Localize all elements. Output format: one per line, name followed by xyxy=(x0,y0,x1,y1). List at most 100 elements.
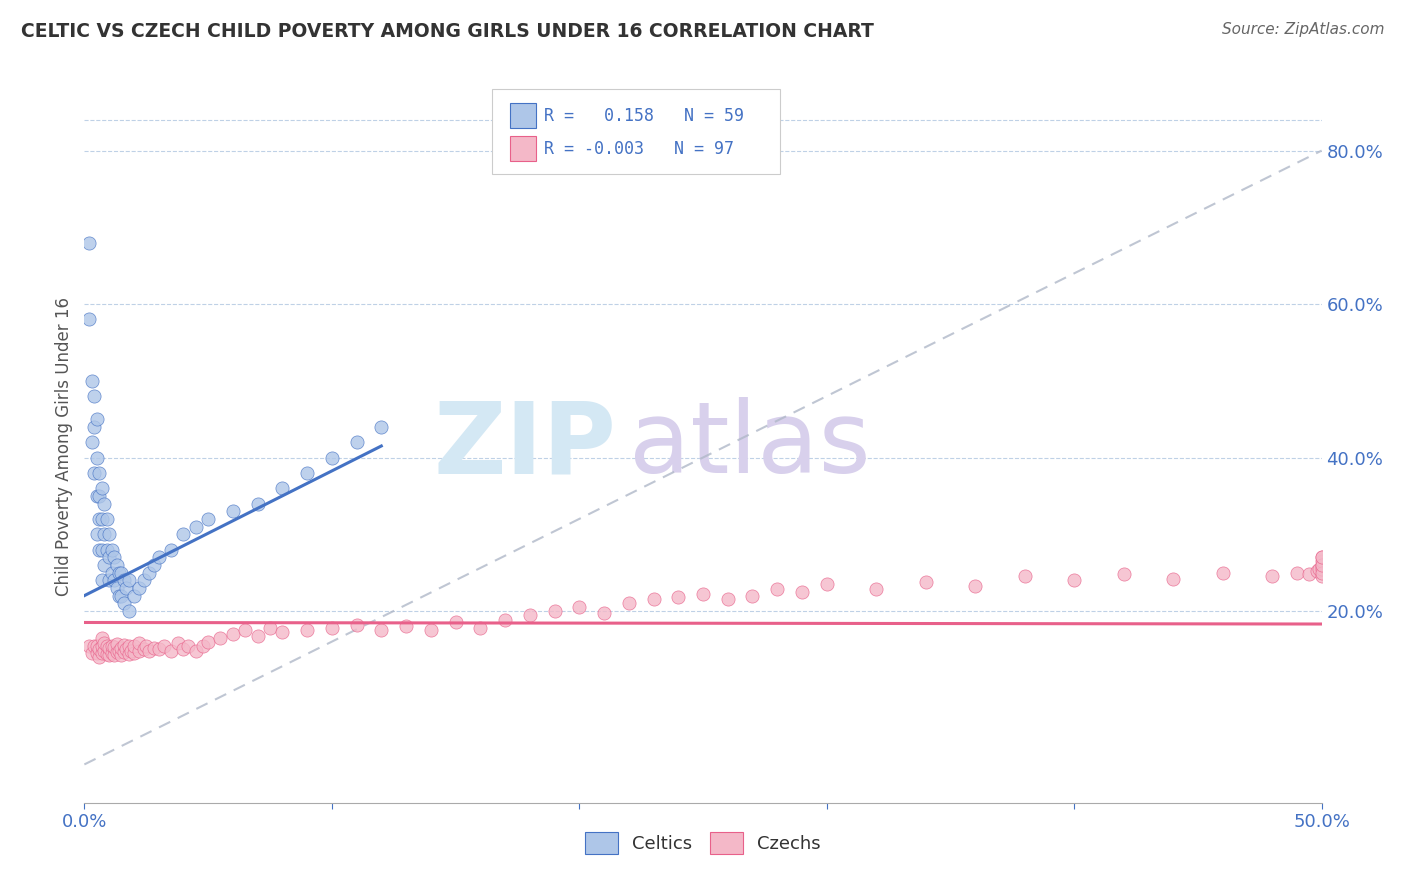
Point xyxy=(128,644,150,658)
Point xyxy=(112,574,135,588)
Point xyxy=(741,589,763,603)
Point xyxy=(100,566,122,580)
Point xyxy=(100,646,122,660)
Point xyxy=(98,640,121,655)
Point xyxy=(89,512,111,526)
Point xyxy=(494,613,516,627)
Point xyxy=(90,481,112,495)
Point xyxy=(692,587,714,601)
Point xyxy=(93,636,115,650)
Text: Source: ZipAtlas.com: Source: ZipAtlas.com xyxy=(1222,22,1385,37)
Point xyxy=(1310,550,1333,565)
Point xyxy=(93,644,115,658)
Point xyxy=(1310,569,1333,583)
Point xyxy=(98,527,121,541)
Point xyxy=(1305,564,1327,578)
Point xyxy=(112,596,135,610)
Point xyxy=(370,419,392,434)
Point xyxy=(1308,562,1330,576)
Point xyxy=(83,389,105,403)
Point xyxy=(1310,559,1333,574)
Point xyxy=(1310,554,1333,568)
Point xyxy=(86,639,108,653)
Point xyxy=(766,582,789,597)
Point xyxy=(519,607,541,622)
Point xyxy=(80,646,103,660)
Point xyxy=(167,636,190,650)
Point xyxy=(118,574,141,588)
Point xyxy=(142,640,165,655)
Point xyxy=(128,636,150,650)
Point xyxy=(1310,562,1333,576)
Point xyxy=(110,640,132,655)
Point xyxy=(717,592,740,607)
Point xyxy=(112,638,135,652)
Point xyxy=(138,566,160,580)
Point xyxy=(1112,567,1135,582)
Point xyxy=(118,604,141,618)
Point xyxy=(89,650,111,665)
Point xyxy=(90,512,112,526)
Point xyxy=(118,640,141,654)
Point xyxy=(543,604,565,618)
Point xyxy=(1310,558,1333,572)
Point xyxy=(666,590,689,604)
Point xyxy=(108,644,131,658)
Point xyxy=(108,589,131,603)
Point xyxy=(172,642,194,657)
Point xyxy=(89,489,111,503)
Point xyxy=(142,558,165,572)
Point xyxy=(865,582,887,597)
Point xyxy=(1261,569,1284,583)
Point xyxy=(1310,550,1333,565)
Text: R =   0.158   N = 59: R = 0.158 N = 59 xyxy=(544,107,744,125)
Point xyxy=(295,623,318,637)
Point xyxy=(89,542,111,557)
Point xyxy=(617,596,640,610)
Point xyxy=(96,512,118,526)
Point xyxy=(132,574,155,588)
Point xyxy=(90,631,112,645)
Text: CELTIC VS CZECH CHILD POVERTY AMONG GIRLS UNDER 16 CORRELATION CHART: CELTIC VS CZECH CHILD POVERTY AMONG GIRL… xyxy=(21,22,875,41)
Point xyxy=(103,640,125,654)
Point xyxy=(914,574,936,589)
Point xyxy=(100,639,122,653)
Point xyxy=(246,628,269,642)
Point xyxy=(1298,567,1320,582)
Point xyxy=(103,574,125,588)
Point xyxy=(643,592,665,607)
Legend: Celtics, Czechs: Celtics, Czechs xyxy=(578,825,828,862)
Text: R = -0.003   N = 97: R = -0.003 N = 97 xyxy=(544,140,734,158)
Point xyxy=(148,550,170,565)
Point xyxy=(1014,569,1036,583)
Point xyxy=(120,644,142,658)
Point xyxy=(105,558,128,572)
Point xyxy=(370,623,392,637)
Point xyxy=(90,646,112,660)
Point xyxy=(89,642,111,657)
Point xyxy=(96,640,118,654)
Point xyxy=(98,574,121,588)
Point xyxy=(419,623,441,637)
Point xyxy=(1285,566,1308,580)
Point xyxy=(108,566,131,580)
Point xyxy=(172,527,194,541)
Point xyxy=(321,621,343,635)
Point xyxy=(115,581,138,595)
Point xyxy=(80,374,103,388)
Point xyxy=(83,466,105,480)
Point xyxy=(222,504,245,518)
Point xyxy=(105,581,128,595)
Point xyxy=(197,634,219,648)
Point xyxy=(346,435,368,450)
Point xyxy=(83,639,105,653)
Point xyxy=(177,639,200,653)
Point xyxy=(965,579,987,593)
Point xyxy=(470,621,492,635)
Point xyxy=(90,639,112,653)
Point xyxy=(593,606,616,620)
Point xyxy=(246,497,269,511)
Point xyxy=(191,639,214,653)
Point xyxy=(346,617,368,632)
Point xyxy=(79,235,101,250)
